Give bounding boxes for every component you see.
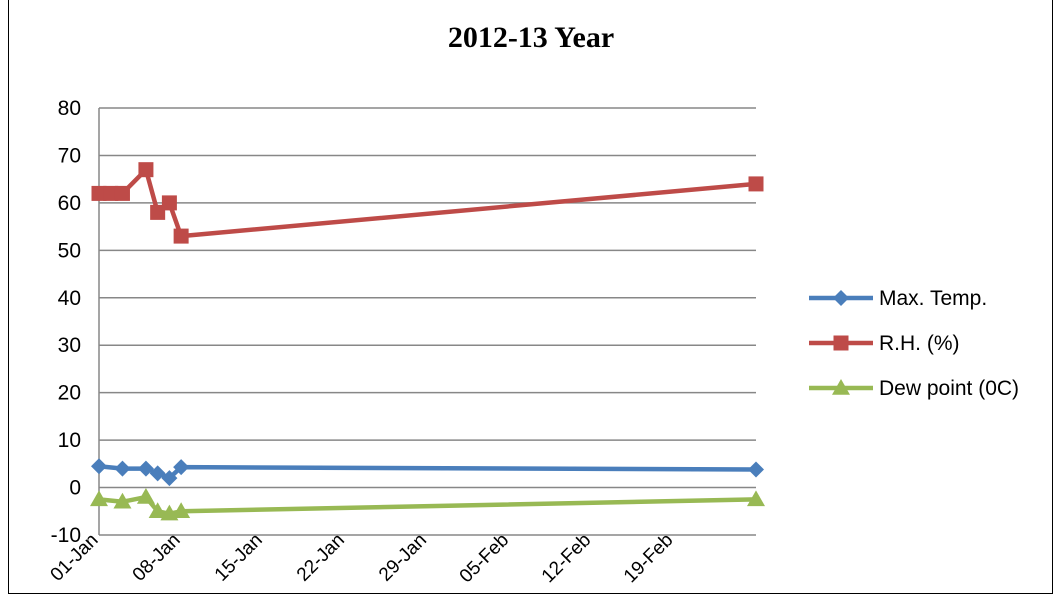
series-line-max-temp <box>98 463 757 481</box>
data-point-max-temp <box>114 460 131 477</box>
data-point-dew-point-0c <box>172 502 191 519</box>
data-point-r-h <box>103 185 119 201</box>
data-point-r-h <box>114 185 130 201</box>
y-tick-label: 10 <box>58 429 81 452</box>
data-point-max-temp <box>173 459 190 476</box>
data-point-r-h <box>91 185 107 201</box>
x-tick-label: 29-Jan <box>375 530 431 586</box>
y-axis-ticks: -10 0 10 20 30 40 50 60 70 80 <box>51 97 81 547</box>
legend: Max. Temp. R.H. (%) Dew point (0C) <box>809 287 1019 400</box>
gridlines <box>98 107 756 536</box>
legend-marker-dew-point-0c <box>832 379 850 395</box>
data-point-r-h <box>748 176 764 192</box>
y-tick-label: 70 <box>58 144 81 167</box>
x-tick-label: 19-Feb <box>620 530 677 587</box>
y-tick-label: 0 <box>69 477 81 500</box>
x-tick-label: 15-Jan <box>211 530 267 586</box>
data-point-dew-point-0c <box>113 492 132 509</box>
y-tick-label: -10 <box>51 524 81 547</box>
y-tick-label: 50 <box>58 239 81 262</box>
chart-frame: 2012-13 Year -10 0 10 20 30 40 50 60 70 80 01-Jan… <box>8 0 1053 594</box>
y-tick-label: 40 <box>58 287 81 310</box>
x-tick-label: 12-Feb <box>538 530 595 587</box>
series-line-dew-point-0c <box>98 494 757 516</box>
data-point-max-temp <box>149 465 166 482</box>
y-tick-label: 80 <box>58 97 81 120</box>
chart-title: 2012-13 Year <box>448 21 614 54</box>
data-point-r-h <box>173 228 189 244</box>
legend-label-dew-point-0c: Dew point (0C) <box>879 377 1019 400</box>
y-tick-label: 60 <box>58 192 81 215</box>
legend-label-max-temp: Max. Temp. <box>879 287 987 310</box>
data-point-r-h <box>161 195 177 211</box>
x-tick-label: 08-Jan <box>129 530 185 586</box>
data-point-max-temp <box>137 460 154 477</box>
data-point-dew-point-0c <box>90 490 108 507</box>
legend-marker-r-h <box>833 335 849 351</box>
data-point-max-temp <box>161 470 178 487</box>
data-point-dew-point-0c <box>747 490 765 507</box>
data-point-dew-point-0c <box>148 502 167 519</box>
legend-label-r-h: R.H. (%) <box>879 332 960 355</box>
series-lines <box>90 162 765 521</box>
x-tick-label: 22-Jan <box>293 530 349 586</box>
data-point-max-temp <box>748 461 764 478</box>
data-point-r-h <box>150 204 166 220</box>
data-point-dew-point-0c <box>136 488 155 504</box>
legend-marker-max-temp <box>833 290 849 306</box>
x-tick-label: 05-Feb <box>456 530 513 587</box>
x-axis-ticks: 01-Jan 08-Jan 15-Jan 22-Jan 29-Jan 05-Feb 12-F… <box>47 530 678 587</box>
y-tick-label: 30 <box>58 334 81 357</box>
data-point-r-h <box>138 162 154 178</box>
y-tick-label: 20 <box>58 382 81 405</box>
data-point-max-temp <box>91 458 107 475</box>
